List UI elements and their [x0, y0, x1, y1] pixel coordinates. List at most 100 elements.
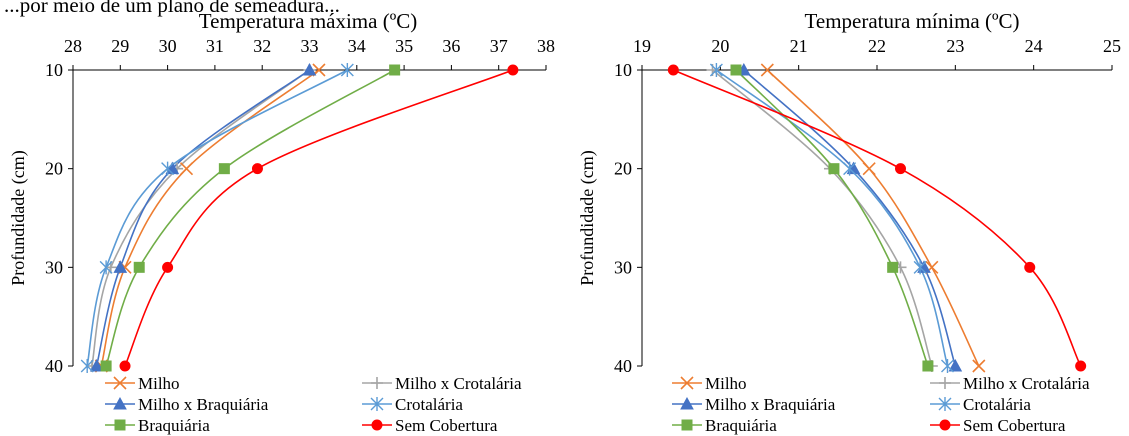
series-line	[743, 69, 957, 367]
data-point	[862, 162, 876, 176]
data-point	[99, 260, 113, 275]
data-point	[161, 161, 175, 176]
data-point	[895, 163, 906, 175]
data-point	[218, 163, 230, 175]
y-axis-label: Profundidade (cm)	[577, 150, 598, 285]
data-point	[760, 63, 774, 77]
data-point	[302, 62, 317, 76]
x-tick-label: 33	[301, 36, 319, 56]
data-point	[251, 163, 263, 175]
x-tick-label: 22	[868, 36, 886, 56]
data-point	[89, 358, 104, 372]
x-tick-label: 32	[253, 36, 271, 56]
legend-swatch-marker	[939, 419, 951, 431]
data-point	[1075, 360, 1087, 372]
data-point	[730, 64, 742, 76]
series-line	[673, 69, 1082, 367]
legend-swatch-marker	[939, 377, 951, 389]
y-tick-label: 10	[45, 60, 63, 80]
series-line	[124, 69, 514, 367]
data-point	[340, 63, 354, 77]
legend-label: Milho x Crotalária	[963, 374, 1090, 393]
data-point	[922, 360, 934, 372]
chart-max-temperature: Temperatura máxima (ºC) 28 29 30 31 32 33 34 35 3…	[8, 9, 555, 435]
x-tick-label: 19	[633, 36, 651, 56]
data-point	[1024, 261, 1036, 273]
x-tick-label: 20	[711, 36, 729, 56]
series-line	[735, 69, 929, 367]
series-line	[105, 69, 396, 367]
x-tick-label: 35	[395, 36, 413, 56]
x-tick-label: 30	[159, 36, 177, 56]
data-point	[162, 261, 174, 273]
y-axis-label: Profundidade (cm)	[8, 150, 29, 285]
data-point	[507, 64, 519, 76]
legend-swatch-marker	[113, 376, 127, 390]
series-line	[95, 69, 310, 367]
x-tick-label: 25	[1103, 36, 1121, 56]
legend-label: Milho	[705, 374, 747, 393]
series-line	[711, 69, 933, 367]
data-point	[828, 163, 840, 175]
legend-swatch-marker	[114, 419, 126, 431]
chart-min-temperature: Temperatura mínima (ºC) 19 20 21 22 23 24 25 10 2…	[577, 9, 1121, 435]
legend-label: Milho x Braquiária	[138, 395, 269, 414]
chart-title: Temperatura mínima (ºC)	[805, 9, 1020, 33]
legend-label: Braquiária	[705, 416, 777, 435]
legend-label: Crotalária	[395, 395, 463, 414]
data-point	[941, 359, 954, 373]
x-tick-label: 38	[537, 36, 555, 56]
legend-label: Sem Cobertura	[395, 416, 498, 435]
x-tick-label: 28	[64, 36, 82, 56]
legend-label: Milho x Crotalária	[395, 374, 522, 393]
data-point	[179, 162, 194, 176]
x-tick-label: 34	[348, 36, 366, 56]
legend-swatch-marker	[371, 377, 383, 389]
series-line	[91, 69, 310, 367]
x-tick-label: 21	[790, 36, 808, 56]
y-tick-label: 40	[614, 356, 632, 376]
data-point	[667, 64, 679, 76]
legend-label: Crotalária	[963, 395, 1031, 414]
series-line	[86, 69, 348, 367]
series-line	[766, 69, 980, 367]
legend-swatch-marker	[113, 396, 127, 410]
legend-swatch-marker	[681, 419, 693, 431]
data-point	[119, 360, 131, 372]
x-tick-label: 31	[206, 36, 224, 56]
data-point	[913, 260, 927, 275]
series-line	[715, 69, 949, 367]
legend-swatch-marker	[680, 376, 694, 390]
x-tick-label: 36	[442, 36, 460, 56]
y-tick-label: 20	[45, 159, 63, 179]
header-fragment: ...por meio de um plano de semeadura...	[4, 0, 340, 17]
data-point	[100, 360, 112, 372]
legend-label: Sem Cobertura	[963, 416, 1066, 435]
y-tick-label: 30	[614, 257, 632, 277]
y-tick-label: 10	[614, 60, 632, 80]
chart-title: Temperatura máxima (ºC)	[199, 9, 417, 33]
data-point	[887, 261, 899, 273]
y-tick-label: 30	[45, 257, 63, 277]
x-tick-label: 37	[490, 36, 508, 56]
data-point	[80, 359, 94, 373]
data-point	[972, 359, 986, 373]
x-tick-label: 24	[1025, 36, 1043, 56]
data-point	[113, 260, 128, 273]
y-tick-label: 20	[614, 159, 632, 179]
data-point	[389, 64, 401, 76]
legend-swatch-marker	[938, 397, 952, 411]
legend-swatch-marker	[370, 397, 384, 411]
y-tick-label: 40	[45, 356, 63, 376]
legend-swatch-marker	[680, 396, 694, 410]
series-line	[100, 69, 320, 367]
x-tick-label: 23	[946, 36, 964, 56]
legend-label: Milho x Braquiária	[705, 395, 836, 414]
x-tick-label: 29	[111, 36, 129, 56]
data-point	[948, 358, 963, 372]
data-point	[843, 161, 857, 176]
legend-label: Milho	[138, 374, 180, 393]
data-point	[133, 261, 145, 273]
legend-label: Braquiária	[138, 416, 210, 435]
